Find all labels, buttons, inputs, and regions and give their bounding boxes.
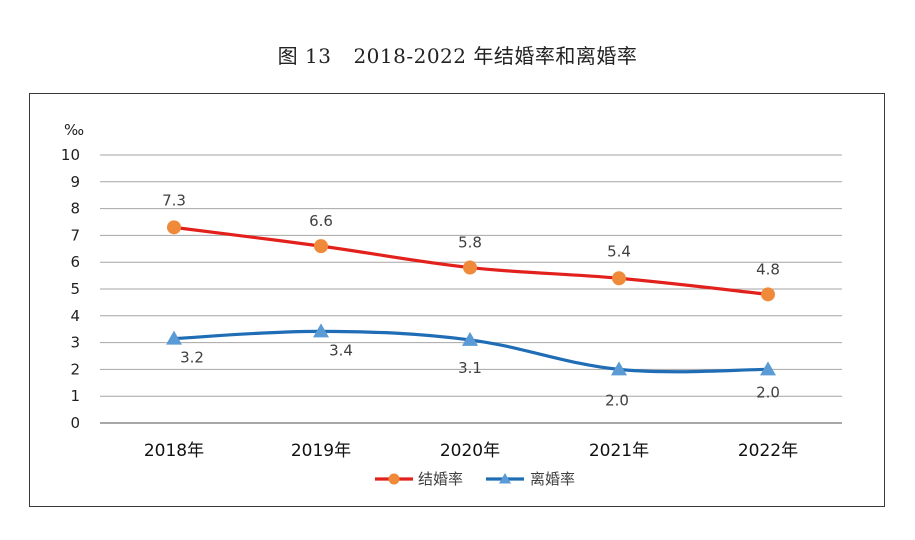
data-point-marker bbox=[166, 330, 182, 345]
y-tick-label: 5 bbox=[70, 280, 80, 298]
data-point-marker bbox=[313, 323, 329, 338]
data-point-marker bbox=[167, 220, 181, 235]
data-label: 2.0 bbox=[756, 383, 780, 401]
legend: 结婚率 离婚率 bbox=[375, 470, 575, 488]
data-point-marker bbox=[760, 361, 776, 376]
figure-number: 图 13 bbox=[277, 44, 332, 68]
legend-item-marriage-rate: 结婚率 bbox=[375, 470, 463, 488]
legend-label: 结婚率 bbox=[418, 470, 463, 488]
x-tick-label: 2018年 bbox=[144, 441, 204, 461]
y-tick-label: 10 bbox=[61, 146, 80, 164]
x-tick-label: 2020年 bbox=[440, 441, 500, 461]
chart-frame bbox=[29, 93, 885, 507]
y-tick-label: 7 bbox=[70, 226, 80, 244]
data-label: 7.3 bbox=[162, 191, 186, 209]
x-tick-label: 2021年 bbox=[589, 441, 649, 461]
y-axis-unit-label: ‰ bbox=[64, 121, 84, 139]
data-label: 3.4 bbox=[329, 341, 353, 359]
figure-title-text: 2018-2022 年结婚率和离婚率 bbox=[353, 44, 638, 68]
x-axis-ticks: 2018年 2019年 2020年 2021年 2022年 bbox=[144, 441, 798, 461]
legend-label: 离婚率 bbox=[530, 470, 575, 488]
y-tick-label: 1 bbox=[70, 387, 80, 405]
data-label: 5.4 bbox=[607, 242, 631, 260]
x-tick-label: 2019年 bbox=[291, 441, 351, 461]
data-label: 3.1 bbox=[458, 359, 482, 377]
data-label: 5.8 bbox=[458, 234, 482, 252]
y-axis-ticks: 0 1 2 3 4 5 6 7 8 9 10 bbox=[61, 146, 80, 432]
x-tick-label: 2022年 bbox=[738, 441, 798, 461]
data-point-marker bbox=[314, 239, 328, 254]
y-tick-label: 9 bbox=[70, 173, 80, 191]
data-label: 6.6 bbox=[309, 212, 333, 230]
data-label: 2.0 bbox=[605, 391, 629, 409]
data-point-marker bbox=[463, 260, 477, 275]
y-tick-label: 2 bbox=[70, 360, 80, 378]
series-group: 7.3 6.6 5.8 5.4 4.8 3.2 3.4 3.1 2.0 2.0 bbox=[162, 191, 780, 409]
data-point-marker bbox=[462, 331, 478, 346]
y-tick-label: 0 bbox=[70, 414, 80, 432]
y-tick-label: 3 bbox=[70, 334, 80, 352]
data-point-marker bbox=[761, 287, 775, 302]
legend-item-divorce-rate: 离婚率 bbox=[486, 470, 575, 488]
legend-swatch-marker bbox=[388, 473, 400, 485]
data-label: 3.2 bbox=[180, 349, 204, 367]
data-label: 4.8 bbox=[756, 260, 780, 278]
y-tick-label: 4 bbox=[70, 307, 80, 325]
y-tick-label: 6 bbox=[70, 253, 80, 271]
y-tick-label: 8 bbox=[70, 200, 80, 218]
figure-title: 图 13 2018-2022 年结婚率和离婚率 bbox=[0, 40, 915, 69]
data-point-marker bbox=[611, 361, 627, 376]
legend-swatch-marker bbox=[499, 473, 511, 484]
data-point-marker bbox=[612, 271, 626, 286]
